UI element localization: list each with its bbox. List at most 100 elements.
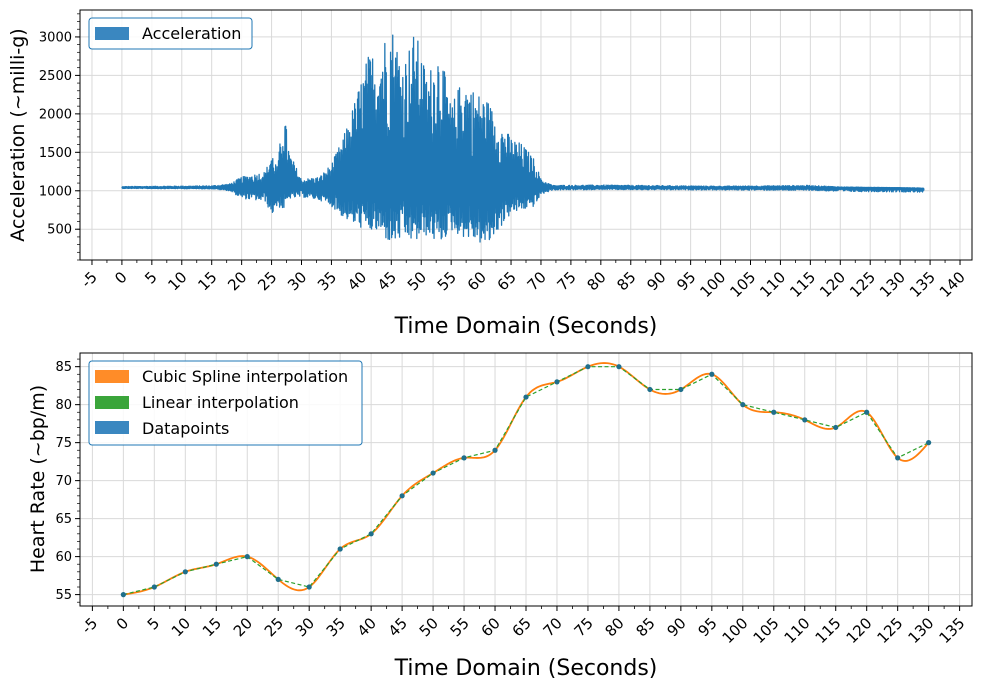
acceleration-x-tick-label: 105 [726, 268, 759, 301]
datapoint-marker [368, 531, 374, 537]
acceleration-line [121, 34, 925, 243]
datapoint-marker [864, 409, 870, 415]
acceleration-x-tick-label: 0 [111, 268, 130, 287]
datapoint-marker [337, 546, 343, 552]
acceleration-plot [121, 34, 925, 243]
heart-rate-x-tick-label: 70 [540, 614, 566, 640]
datapoint-marker [120, 592, 126, 598]
datapoint-marker [678, 386, 684, 393]
heart-rate-y-tick-label: 75 [55, 436, 72, 451]
datapoint-marker [802, 417, 808, 423]
heart-rate-plot [120, 362, 932, 598]
heart-rate-grid [80, 353, 972, 606]
acceleration-x-tick-label: 15 [194, 268, 220, 294]
heart-rate-x-tick-label: 40 [354, 614, 380, 640]
heart-rate-x-tick-label: 80 [602, 614, 628, 640]
acceleration-plot-area [80, 10, 972, 260]
acceleration-y-tick-label: 500 [47, 223, 72, 238]
acceleration-x-tick-label: -5 [77, 268, 100, 291]
acceleration-y-tick-label: 1500 [39, 146, 72, 161]
datapoint-marker [492, 447, 498, 453]
acceleration-chart: -5 0 5 10 15 20 25 30 35 40 45 50 55 60 65 70 75 80 85 90 95… [7, 9, 973, 339]
datapoint-marker [833, 424, 839, 431]
heart-rate-x-tick-label: 110 [781, 614, 814, 647]
heart-rate-y-tick-label: 70 [55, 474, 72, 489]
acceleration-x-tick-label: 20 [224, 268, 250, 294]
legend-label-datapoints: Datapoints [142, 419, 229, 438]
acceleration-x-tick-label: 25 [254, 268, 280, 294]
heart-rate-y-tick-label: 60 [55, 550, 72, 565]
datapoint-marker [616, 364, 622, 370]
datapoint-marker [461, 455, 467, 461]
heart-rate-x-tick-label: 130 [904, 614, 937, 647]
datapoint-marker [430, 470, 436, 476]
datapoint-marker [213, 561, 219, 567]
datapoint-marker [554, 379, 560, 385]
datapoint-marker [399, 493, 405, 499]
datapoint-marker [151, 584, 157, 590]
heart-rate-x-tick-label: 50 [416, 614, 442, 640]
heart-rate-x-tick-label: 35 [323, 614, 349, 640]
datapoint-marker [182, 569, 188, 575]
acceleration-x-tick-label: 90 [643, 268, 669, 294]
heart-rate-x-tick-label: 85 [632, 614, 658, 640]
datapoint-marker [771, 409, 777, 415]
datapoint-marker [926, 440, 932, 446]
legend-swatch-cubic-spline [95, 370, 129, 383]
heart-rate-x-tick-label: 105 [750, 614, 783, 647]
heart-rate-x-tick-label: 60 [478, 614, 504, 640]
heart-rate-y-tick-label: 80 [55, 398, 72, 413]
acceleration-x-tick-label: 80 [583, 268, 609, 294]
heart-rate-x-tick-label: 95 [694, 614, 720, 640]
legend-frame [88, 17, 253, 50]
acceleration-x-tick-label: 125 [846, 268, 879, 301]
datapoint-marker [275, 576, 281, 583]
acceleration-x-tick-label: 55 [434, 268, 460, 294]
acceleration-x-tick-label: 30 [284, 268, 310, 294]
heart-rate-x-tick-label: 25 [261, 614, 287, 640]
heart-rate-x-tick-label: 115 [812, 614, 845, 647]
datapoint-marker [740, 402, 746, 408]
heart-rate-x-tick-label: 135 [935, 614, 968, 647]
heart-rate-y-tick-label: 55 [55, 588, 72, 603]
heart-rate-legend: Cubic Spline interpolation Linear interp… [88, 360, 363, 446]
acceleration-x-tick-label: 130 [876, 268, 909, 301]
acceleration-x-tick-label: 135 [906, 268, 939, 301]
heart-rate-x-tick-label: 100 [719, 614, 752, 647]
heart-rate-x-axis-label: Time Domain (Seconds) [394, 656, 658, 681]
legend-label-acceleration: Acceleration [142, 24, 241, 43]
legend-swatch-acceleration [95, 27, 129, 40]
heart-rate-x-tick-label: 65 [509, 614, 535, 640]
acceleration-x-tick-label: 140 [936, 268, 969, 301]
acceleration-x-tick-label: 40 [344, 268, 370, 294]
legend-swatch-datapoints [95, 421, 129, 434]
heart-rate-x-tick-label: -5 [78, 614, 101, 637]
acceleration-y-tick-label: 2000 [39, 107, 72, 122]
legend-swatch-linear [95, 396, 129, 409]
heart-rate-x-tick-label: 15 [199, 614, 225, 640]
heart-rate-x-tick-label: 5 [144, 614, 163, 633]
heart-rate-x-tick-label: 20 [230, 614, 256, 640]
acceleration-x-tick-label: 85 [613, 268, 639, 294]
heart-rate-x-tick-label: 120 [843, 614, 876, 647]
linear-interpolation-line [123, 366, 929, 596]
acceleration-x-tick-label: 35 [314, 268, 340, 294]
legend-label-cubic-spline: Cubic Spline interpolation [142, 367, 348, 386]
heart-rate-y-tick-label: 65 [55, 512, 72, 527]
acceleration-x-tick-label: 75 [553, 268, 579, 294]
heart-rate-x-tick-label: 10 [168, 614, 194, 640]
datapoint-marker [523, 394, 529, 400]
heart-rate-x-tick-label: 0 [113, 614, 132, 633]
acceleration-y-tick-label: 3000 [39, 30, 72, 45]
heart-rate-y-tick-label: 85 [55, 360, 72, 375]
acceleration-x-tick-label: 120 [816, 268, 849, 301]
acceleration-x-tick-label: 110 [756, 268, 789, 301]
heart-rate-x-tick-label: 90 [663, 614, 689, 640]
acceleration-x-tick-label: 115 [786, 268, 819, 301]
datapoint-marker [306, 584, 312, 590]
datapoint-marker [585, 364, 591, 370]
heart-rate-x-tick-label: 125 [874, 614, 907, 647]
acceleration-x-tick-label: 65 [494, 268, 520, 294]
datapoint-marker [709, 371, 715, 377]
legend-label-linear: Linear interpolation [142, 393, 299, 412]
